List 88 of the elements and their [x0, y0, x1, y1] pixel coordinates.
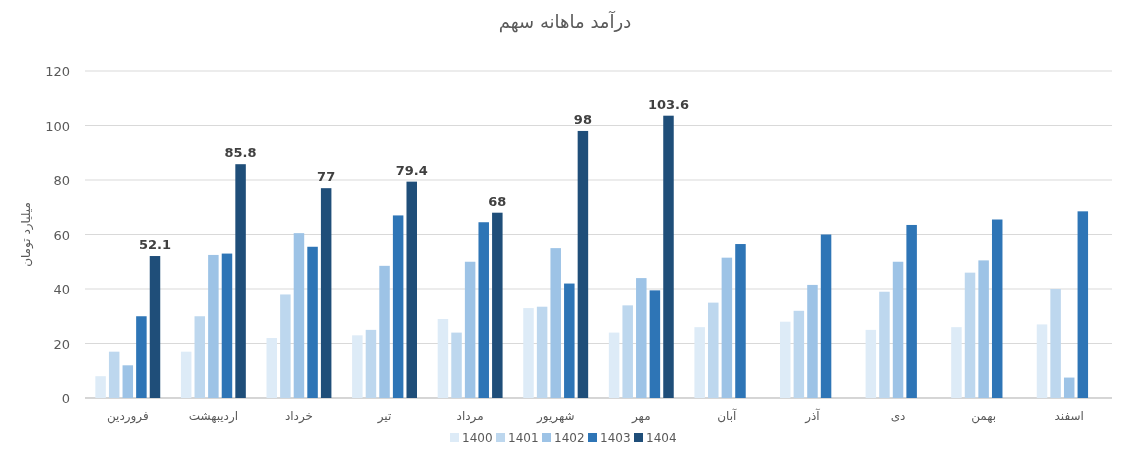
y-tick-label: 60	[53, 227, 70, 243]
bar	[807, 284, 818, 398]
bar	[293, 233, 305, 398]
bar	[307, 246, 318, 398]
x-tick-label: اردیبهشت	[188, 409, 239, 424]
data-label: 85.8	[224, 145, 257, 161]
bar	[964, 272, 976, 398]
bar	[536, 306, 548, 398]
bar	[221, 253, 233, 398]
bar	[906, 224, 917, 398]
x-tick-label: دی	[890, 409, 906, 423]
legend-label: 1400	[462, 431, 493, 445]
x-tick-label: مهر	[630, 409, 651, 424]
bar	[523, 308, 534, 398]
y-tick-label: 100	[45, 118, 70, 134]
bar	[235, 164, 246, 398]
bar	[708, 302, 719, 398]
bar	[392, 215, 404, 398]
bar	[492, 212, 503, 398]
bar	[320, 188, 332, 398]
legend-label: 1404	[646, 431, 677, 445]
bar	[721, 257, 733, 398]
bar	[136, 316, 147, 398]
bar	[1036, 324, 1048, 398]
bar	[550, 248, 561, 398]
data-label: 52.1	[138, 237, 172, 253]
x-tick-label: خرداد	[284, 409, 313, 424]
bar	[95, 376, 106, 398]
bar	[352, 335, 363, 398]
bar	[991, 219, 1003, 398]
bar	[437, 318, 449, 398]
bar	[208, 254, 219, 398]
bar	[793, 310, 805, 398]
bar	[636, 278, 647, 398]
x-tick-label: فروردین	[106, 409, 149, 424]
bar	[865, 329, 877, 398]
bar	[663, 115, 674, 398]
y-tick-label: 0	[61, 391, 70, 406]
bar	[194, 316, 206, 398]
bar	[1077, 211, 1089, 398]
bar	[365, 329, 377, 398]
data-label: 77	[317, 169, 336, 185]
y-axis-title: میلیارد تومان	[19, 202, 34, 267]
bar	[622, 305, 633, 398]
bar	[122, 365, 134, 398]
x-tick-label: آبان	[717, 408, 738, 423]
y-tick-label: 120	[45, 64, 70, 79]
bar	[1063, 377, 1075, 398]
data-label: 68	[488, 193, 507, 209]
y-tick-label: 40	[53, 282, 70, 297]
bar	[879, 291, 890, 398]
bar	[108, 351, 120, 398]
data-label: 79.4	[395, 162, 428, 178]
x-tick-label: بهمن	[971, 409, 997, 424]
bar	[735, 244, 746, 398]
x-tick-label: اسفند	[1054, 409, 1084, 423]
legend-label: 1401	[508, 431, 539, 445]
data-label: 103.6	[647, 96, 690, 112]
x-tick-label: آذر	[804, 408, 821, 424]
x-tick-label: مرداد	[456, 409, 484, 424]
legend-label: 1402	[554, 431, 585, 445]
bar	[978, 260, 989, 398]
bar	[694, 327, 705, 398]
bar	[820, 234, 832, 398]
bar	[1050, 289, 1061, 398]
bar	[608, 332, 620, 398]
bar	[780, 321, 791, 398]
chart-title: درآمد ماهانه سهم	[498, 10, 632, 33]
x-tick-label: شهریور	[535, 409, 575, 424]
bar	[478, 222, 489, 398]
bar	[266, 338, 278, 398]
bar	[577, 130, 589, 398]
bar	[951, 327, 962, 398]
bar	[451, 332, 462, 398]
bar	[406, 181, 417, 398]
y-tick-label: 80	[53, 173, 70, 188]
bar	[464, 261, 476, 398]
x-tick-label: تیر	[376, 409, 392, 424]
y-tick-label: 20	[53, 336, 70, 352]
bar	[149, 256, 161, 398]
bar	[379, 265, 390, 398]
legend-label: 1403	[600, 431, 631, 445]
data-label: 98	[573, 111, 592, 127]
bar	[180, 351, 192, 398]
bar	[649, 290, 661, 398]
bar	[280, 294, 291, 398]
bar	[564, 283, 575, 398]
bar	[892, 261, 904, 398]
